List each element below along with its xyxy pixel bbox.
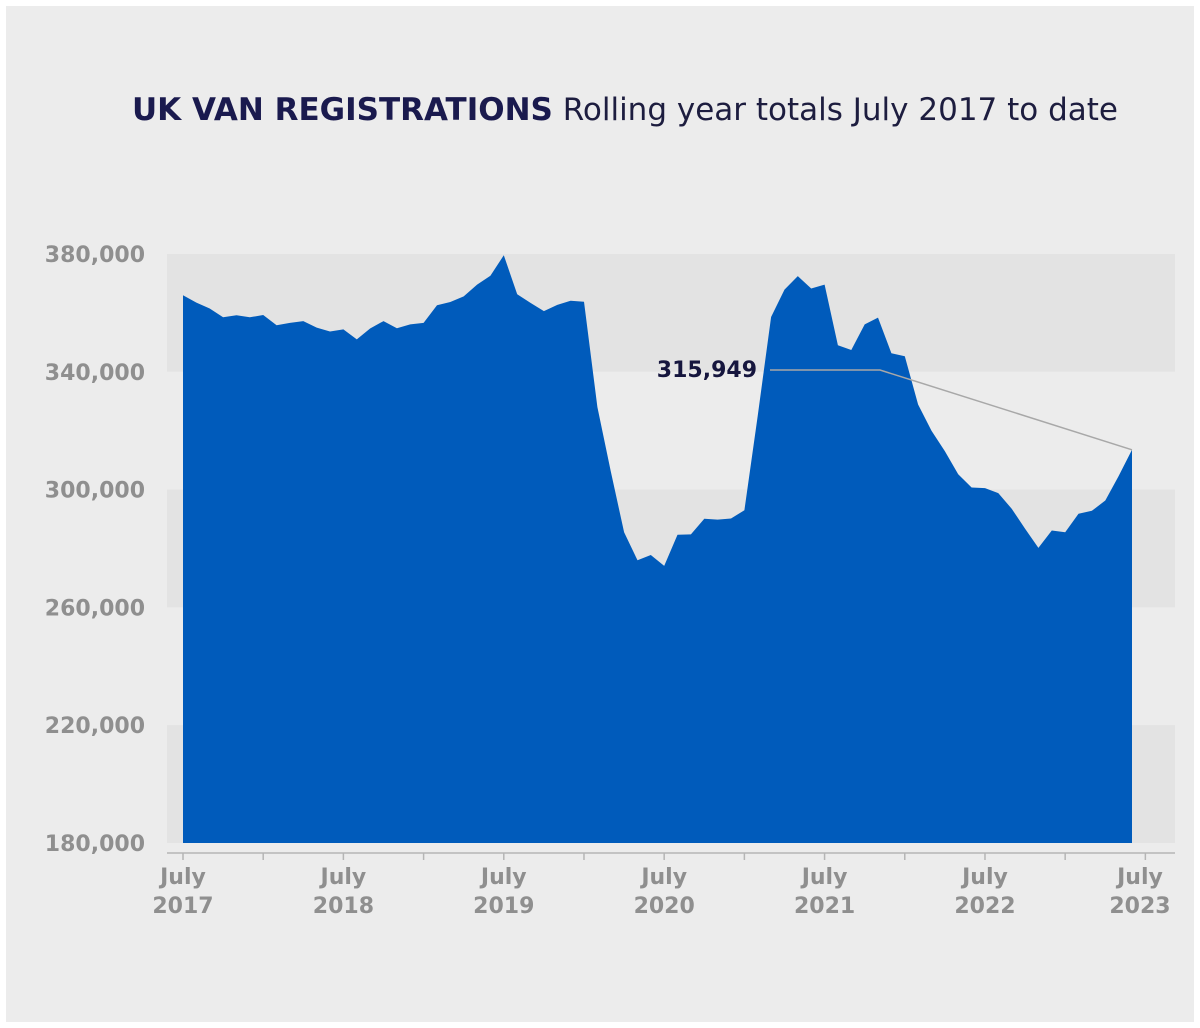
x-tick-label: July [319,865,367,890]
y-tick-label: 220,000 [45,714,145,739]
area-series [183,255,1132,843]
y-tick-label: 340,000 [45,361,145,386]
annotation-leader-line [770,369,1133,451]
chart-title-main: UK VAN REGISTRATIONS [132,92,553,128]
y-tick-label: 260,000 [45,596,145,621]
x-tick-label: 2019 [473,894,534,919]
x-tick-label: July [639,865,687,890]
x-tick-label: 2017 [152,894,213,919]
x-tick-label: July [800,865,848,890]
annotation-label: 315,949 [657,358,757,383]
x-axis: July 2017 July 2018 July 2019 July 2020 July 2021… [152,852,1175,919]
y-tick-label: 180,000 [45,832,145,857]
y-tick-label: 300,000 [45,479,145,504]
x-tick-label: July [479,865,527,890]
x-tick-label: July [1115,865,1163,890]
x-tick-label: 2020 [634,894,695,919]
x-tick-label: July [960,865,1008,890]
x-tick-label: 2018 [313,894,374,919]
chart-subtitle: Rolling year totals July 2017 to date [562,92,1118,128]
x-tick-label: July [158,865,206,890]
chart-title: UK VAN REGISTRATIONS Rolling year totals… [0,92,1200,128]
area-layer [183,255,1132,843]
y-axis: 380,000 340,000 300,000 260,000 220,000 180,0… [45,243,145,857]
annotation-layer: 315,949 [657,358,1133,451]
x-tick-label: 2022 [954,894,1015,919]
y-tick-label: 380,000 [45,243,145,268]
x-tick-label: 2023 [1109,894,1170,919]
x-tick-label: 2021 [794,894,855,919]
